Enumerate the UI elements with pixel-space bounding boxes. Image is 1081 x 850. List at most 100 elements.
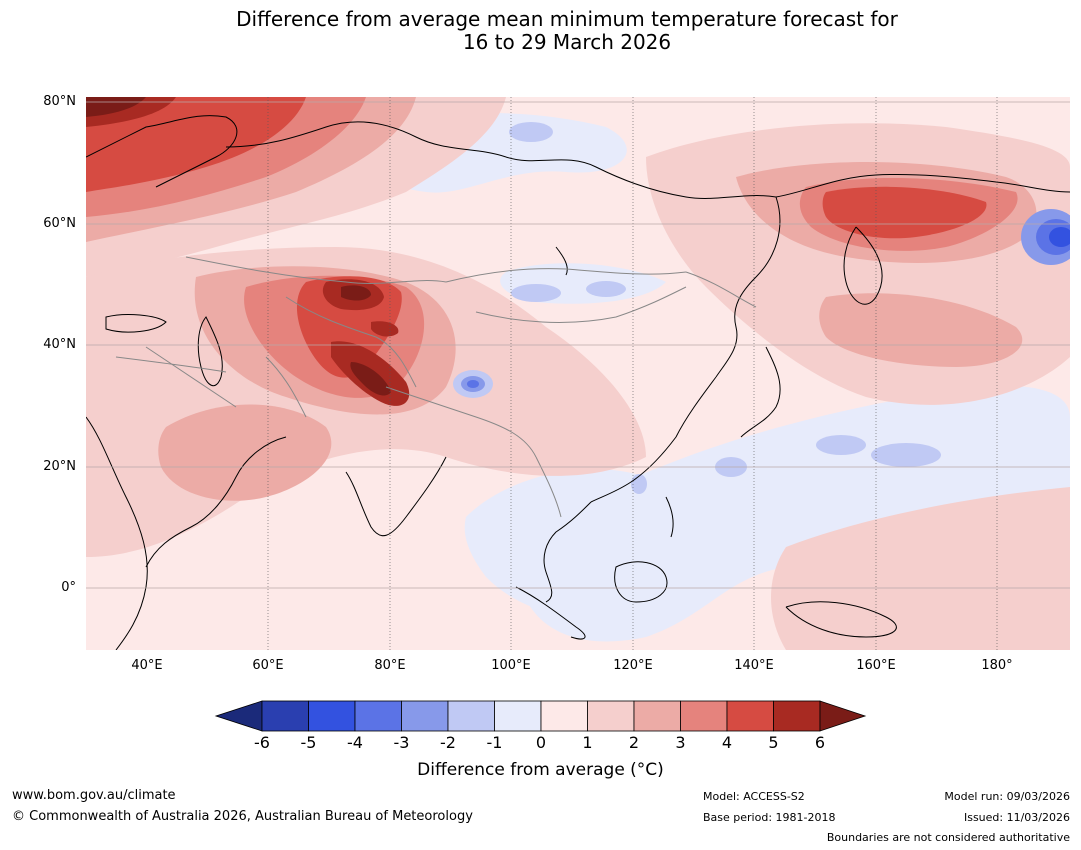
lon-label-60e: 60°E — [252, 658, 284, 673]
parallels — [86, 101, 1070, 589]
coastlines — [86, 115, 1070, 650]
footer-model: Model: ACCESS-S2 — [703, 790, 805, 803]
colorbar-segment — [680, 700, 728, 732]
coastline-africa — [86, 416, 148, 650]
chart-title: Difference from average mean minimum tem… — [0, 8, 1081, 54]
lon-label-120e: 120°E — [613, 658, 653, 673]
colorbar-segment — [354, 700, 402, 732]
border-mongolia-china — [475, 286, 687, 323]
lat-label-80n: 80°N — [43, 94, 76, 109]
colorbar-tick: 0 — [535, 733, 547, 752]
lon-label-40e: 40°E — [131, 658, 163, 673]
colorbar-segment — [587, 700, 635, 732]
coastline-black-sea — [105, 314, 167, 333]
anomaly-warm-east-pacific — [771, 487, 1070, 650]
lon-label-140e: 140°E — [734, 658, 774, 673]
footer-disclaimer: Boundaries are not considered authoritat… — [826, 831, 1070, 844]
anomaly-cold-mongolia-2 — [586, 281, 626, 297]
colorbar-tick: 6 — [814, 733, 826, 752]
colorbar-tick: 3 — [675, 733, 686, 752]
anomaly-shading — [86, 97, 1070, 650]
lon-label-180: 180° — [981, 658, 1013, 673]
colorbar-tick: -5 — [300, 733, 317, 752]
coastline-arabia — [145, 436, 287, 568]
colorbar-tick: 2 — [628, 733, 640, 752]
colorbar-tick: 5 — [768, 733, 779, 752]
anomaly-cold-pacific-1 — [816, 435, 866, 455]
coastline-indochina — [543, 501, 592, 603]
coastline-japan — [740, 346, 781, 438]
colorbar-segment — [401, 700, 449, 732]
anomaly-cold-arctic — [509, 122, 553, 142]
lat-label-equator: 0° — [61, 580, 76, 595]
coastline-china — [590, 376, 717, 503]
colorbar-tick: 4 — [721, 733, 733, 752]
coastline-sumatra — [515, 586, 586, 640]
anomaly-cold-pacific-2 — [871, 443, 941, 467]
colorbar-segment — [494, 700, 542, 732]
coastline-okhotsk — [715, 196, 781, 378]
colorbar-label: Difference from average (°C) — [417, 760, 664, 780]
coastline-scandinavia — [86, 115, 238, 188]
colorbar-segment — [633, 700, 681, 732]
anomaly-cold-philippine — [631, 474, 647, 494]
coastline-taymyr — [505, 156, 777, 199]
colorbar-segment — [447, 700, 495, 732]
border-russia-kazakhstan — [185, 256, 447, 284]
anomaly-cold-tibet-core — [467, 380, 479, 388]
border-india-china — [385, 386, 537, 458]
colorbar-segment — [540, 700, 588, 732]
lon-label-160e: 160°E — [856, 658, 896, 673]
country-borders — [115, 256, 757, 518]
colorbar-tick: 1 — [582, 733, 593, 752]
lat-label-20n: 20°N — [43, 459, 76, 474]
colorbar-arrow-left — [214, 700, 263, 732]
colorbar-tick: -1 — [486, 733, 503, 752]
anomaly-warm-north-pacific — [819, 293, 1023, 367]
footer-model-run: Model run: 09/03/2026 — [944, 790, 1070, 803]
lon-label-80e: 80°E — [374, 658, 406, 673]
colorbar-tick: -3 — [393, 733, 410, 752]
border-turkey-iran — [115, 356, 227, 373]
anomaly-extreme-tibet — [350, 362, 391, 396]
border-russia-mongolia — [445, 268, 687, 283]
footer-base-period: Base period: 1981-2018 — [703, 811, 836, 824]
colorbar-segment — [261, 700, 309, 732]
colorbar-segment — [308, 700, 356, 732]
coastline-borneo — [614, 561, 668, 603]
anomaly-cold-bering-core — [1049, 227, 1070, 247]
coastline-arctic-east — [775, 173, 1070, 198]
border-russia-china — [685, 271, 757, 308]
lon-label-100e: 100°E — [491, 658, 531, 673]
coastline-philippines — [665, 496, 674, 538]
colorbar-tick: -4 — [347, 733, 363, 752]
footer-copyright: © Commonwealth of Australia 2026, Austra… — [12, 809, 473, 824]
anomaly-warm-chukotka — [822, 186, 987, 239]
title-line-2: 16 to 29 March 2026 — [462, 30, 672, 54]
anomaly-warm-baltic — [86, 97, 306, 192]
anomaly-cool-china-sea — [464, 469, 668, 615]
anomaly-cold-mongolia-1 — [511, 284, 561, 302]
footer-issued: Issued: 11/03/2026 — [963, 811, 1070, 824]
border-central-asia — [285, 296, 417, 388]
colorbar-segment — [773, 700, 821, 732]
colorbar-tick: -6 — [254, 733, 270, 752]
anomaly-extreme-altai — [341, 285, 371, 301]
footer-url: www.bom.gov.au/climate — [12, 788, 176, 803]
colorbar-arrow-right — [819, 700, 867, 732]
border-southeast-asia — [535, 456, 562, 518]
title-line-1: Difference from average mean minimum tem… — [236, 7, 898, 31]
border-iran-afghanistan — [265, 356, 307, 418]
coastline-kamchatka — [843, 226, 883, 305]
gridlines — [267, 97, 998, 650]
anomaly-warm-middle-east — [158, 404, 332, 501]
coastline-baikal — [555, 246, 568, 276]
border-middle-east — [145, 346, 237, 408]
colorbar-segments — [214, 700, 867, 732]
coastline-india — [345, 456, 447, 537]
colorbar-segment — [726, 700, 774, 732]
coastline-new-guinea — [785, 601, 897, 638]
coastline-barents — [225, 121, 507, 158]
colorbar-tick: -2 — [440, 733, 456, 752]
lat-label-60n: 60°N — [43, 216, 76, 231]
